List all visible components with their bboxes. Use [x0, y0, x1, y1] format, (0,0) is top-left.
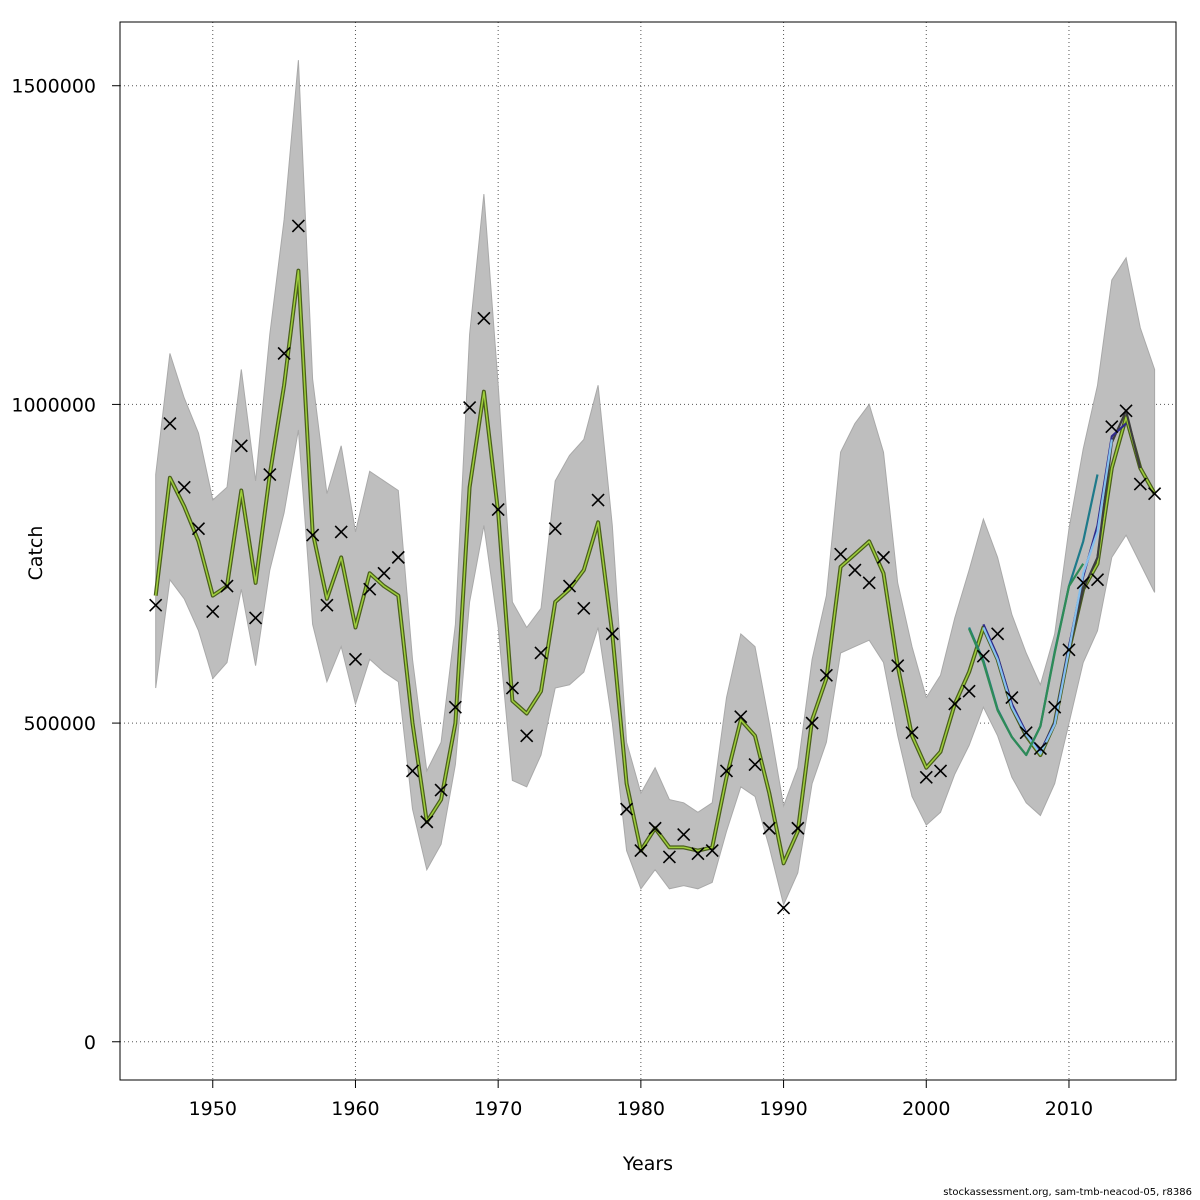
observed-point — [149, 598, 163, 612]
retro-line-2011 — [968, 563, 1085, 757]
observed-point — [648, 821, 662, 835]
observed-point — [748, 757, 762, 772]
x-tick-label: 2010 — [1045, 1098, 1093, 1120]
observed-point — [677, 828, 691, 842]
observed-point — [391, 550, 405, 564]
observed-point — [1076, 576, 1090, 590]
observed-point — [320, 598, 334, 612]
observed-point — [277, 346, 291, 360]
observed-point — [206, 604, 220, 619]
x-axis: 1950 1960 1970 1980 1990 2000 2010 — [189, 1079, 1093, 1120]
y-axis-label: Catch — [25, 526, 47, 581]
observed-point — [306, 528, 320, 542]
observed-point — [819, 668, 833, 682]
observed-point — [220, 579, 234, 593]
observed-point — [420, 815, 434, 829]
observed-point — [991, 627, 1005, 641]
x-axis-label: Years — [622, 1153, 673, 1175]
observed-point — [777, 901, 791, 915]
observed-point — [191, 522, 206, 536]
observed-point — [891, 659, 905, 673]
y-axis: 0 500000 1000000 1500000 — [11, 76, 121, 1054]
observed-markers — [149, 219, 1162, 915]
retro-line-2013 — [982, 439, 1113, 755]
observed-point — [1105, 420, 1119, 434]
observed-point — [691, 847, 705, 861]
observed-point — [291, 219, 305, 233]
observed-point — [919, 770, 933, 784]
observed-point — [548, 522, 562, 536]
observed-point — [363, 582, 377, 596]
observed-point — [377, 566, 391, 580]
observed-point — [705, 843, 719, 858]
observed-point — [1048, 700, 1062, 714]
observed-point — [520, 729, 534, 743]
observed-point — [263, 467, 277, 482]
observed-point — [1062, 643, 1076, 657]
observed-point — [976, 649, 990, 663]
observed-point — [634, 843, 648, 858]
observed-point — [534, 646, 548, 660]
x-tick-label: 1960 — [331, 1098, 379, 1120]
observed-point — [734, 710, 748, 724]
grid — [120, 22, 1176, 1080]
y-tick-label: 500000 — [23, 713, 96, 735]
x-tick-label: 2000 — [902, 1098, 950, 1120]
y-tick-label: 1500000 — [11, 76, 96, 98]
observed-point — [163, 416, 177, 431]
observed-point — [1005, 691, 1019, 705]
observed-point — [805, 716, 819, 730]
observed-point — [405, 764, 420, 778]
observed-point — [577, 601, 591, 615]
observed-point — [234, 439, 248, 453]
observed-point — [834, 547, 848, 561]
observed-point — [948, 697, 962, 711]
observed-point — [962, 684, 976, 698]
observed-point — [491, 503, 505, 517]
footer-credit: stockassessment.org, sam-tmb-neacod-05, … — [943, 1187, 1192, 1198]
observed-point — [448, 700, 462, 714]
observed-point — [605, 627, 619, 641]
observed-point — [505, 681, 519, 695]
x-tick-label: 1950 — [189, 1098, 237, 1120]
observed-point — [249, 611, 263, 625]
plot-frame — [119, 21, 1177, 1081]
observed-point — [933, 764, 948, 778]
observed-point — [334, 525, 348, 539]
observed-point — [719, 764, 734, 778]
observed-point — [434, 783, 448, 797]
x-tick-label: 1980 — [617, 1098, 665, 1120]
observed-point — [905, 726, 919, 740]
observed-point — [463, 401, 477, 415]
observed-point — [662, 850, 676, 864]
observed-point — [762, 821, 776, 835]
observed-point — [848, 563, 862, 577]
observed-point — [591, 493, 605, 507]
observed-point — [791, 821, 805, 835]
observed-point — [1148, 487, 1162, 501]
observed-point — [1133, 477, 1147, 491]
y-tick-label: 1000000 — [11, 394, 96, 416]
observed-point — [876, 550, 891, 564]
observed-point — [348, 652, 363, 666]
x-tick-label: 1970 — [474, 1098, 522, 1120]
observed-point — [477, 311, 491, 325]
observed-point — [562, 579, 577, 593]
observed-point — [1119, 404, 1133, 418]
x-tick-label: 1990 — [759, 1098, 807, 1120]
confidence-band-area — [155, 60, 1156, 907]
observed-point — [620, 802, 634, 816]
y-tick-label: 0 — [84, 1032, 96, 1054]
observed-point — [177, 480, 191, 494]
observed-point — [862, 576, 876, 590]
observed-point — [1033, 742, 1047, 756]
confidence-band — [155, 60, 1156, 907]
observed-point — [1090, 573, 1105, 587]
observed-point — [1019, 726, 1033, 740]
